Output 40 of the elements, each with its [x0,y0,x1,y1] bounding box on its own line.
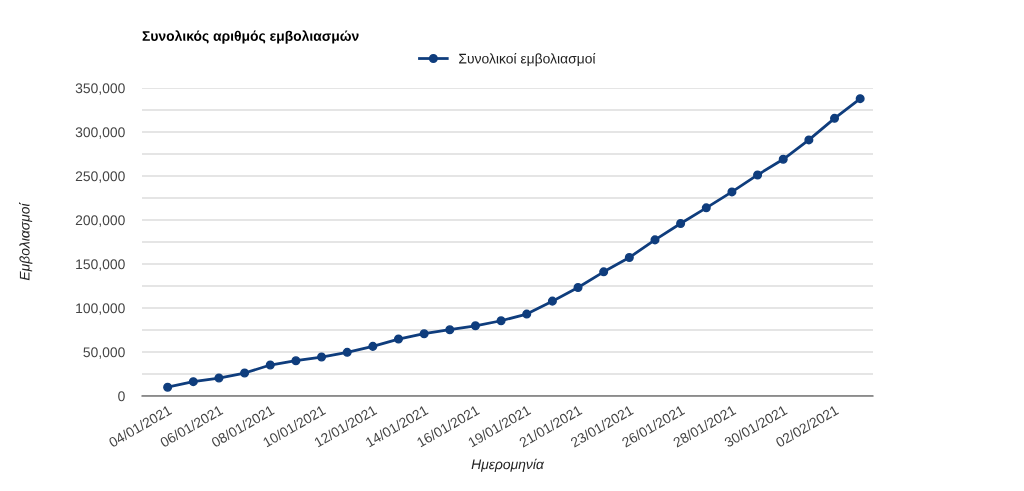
point [650,235,660,245]
point [573,282,583,293]
y-tick-label: 250,000 [75,171,125,183]
y-tick-label: 200,000 [75,215,125,227]
point [445,325,455,335]
point [753,170,763,180]
legend-label: Συνολικοί εμβολιασμοί [459,52,596,67]
chart-title: Συνολικός αριθμός εμβολιασμών [142,30,359,44]
point [599,267,609,277]
point [419,329,429,339]
point [496,316,506,326]
point [701,203,711,213]
point [163,382,173,392]
y-tick-label: 0 [118,391,125,402]
y-tick-label: 50,000 [83,347,125,359]
point [624,252,634,263]
y-tick-label: 100,000 [76,303,125,315]
point [727,187,737,197]
point [804,135,814,145]
point [830,113,840,123]
point [342,347,352,357]
point [547,296,557,306]
point [855,94,865,104]
point [188,377,198,387]
point [265,360,275,370]
point [291,356,301,366]
y-axis-title: Εμβολιασμοί [19,202,33,281]
point [368,341,378,351]
y-tick-label: 350,000 [75,83,125,95]
y-tick-label: 150,000 [76,259,125,271]
point [214,373,224,383]
point [393,334,404,344]
point [522,309,532,319]
y-tick-label: 300,000 [75,127,125,139]
point [317,352,327,362]
x-axis-title: Ημερομηνία [471,458,545,472]
point [676,219,686,229]
point [240,368,250,378]
point [778,154,788,164]
point [470,321,480,331]
